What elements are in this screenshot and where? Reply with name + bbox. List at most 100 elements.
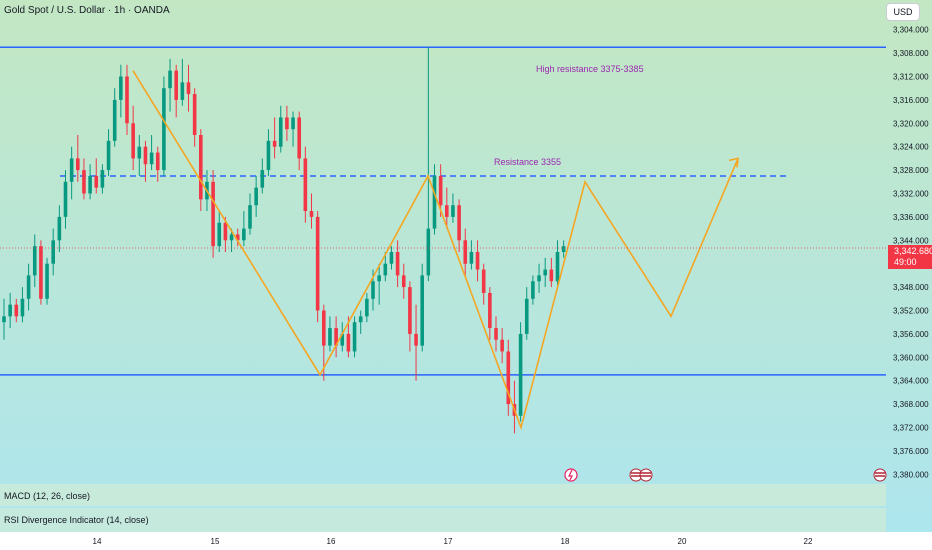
candle-body — [254, 187, 258, 206]
candle-body — [45, 263, 49, 299]
candle-body — [469, 252, 474, 264]
candle-body — [340, 333, 345, 346]
time-tick-label: 22 — [804, 537, 813, 546]
candle-body — [488, 292, 492, 329]
candle-body — [383, 263, 388, 276]
price-tick-label: 3,368.000 — [893, 400, 929, 409]
price-tick-label: 3,356.000 — [893, 330, 929, 339]
candles — [2, 47, 566, 434]
price-axis: 3,380.000 3,376.000 3,372.000 3,368.000 3,36… — [893, 26, 929, 480]
candle-body — [266, 140, 271, 171]
time-tick-label: 18 — [561, 537, 570, 546]
price-tick-label: 3,336.000 — [893, 213, 929, 222]
us-flag-event-icon[interactable] — [873, 468, 887, 482]
candle-body — [506, 351, 511, 405]
candle-body — [69, 158, 74, 182]
candle-body — [297, 117, 301, 159]
candle-body — [494, 328, 498, 340]
candle-body — [137, 146, 142, 159]
candle-body — [500, 339, 504, 352]
candle-body — [451, 205, 455, 217]
price-tick-label: 3,304.000 — [893, 26, 929, 35]
candle-body — [518, 333, 523, 416]
time-tick-label: 20 — [678, 537, 687, 546]
candle-body — [457, 205, 461, 241]
candle-body — [395, 252, 400, 276]
price-tick-label: 3,332.000 — [893, 190, 929, 199]
candle-body — [537, 275, 541, 282]
candle-body — [20, 298, 25, 317]
candle-body — [63, 181, 68, 217]
candle-body — [524, 298, 529, 334]
lightning-event-icon[interactable] — [564, 468, 578, 482]
projection-arrowhead — [728, 157, 739, 168]
candle-body — [186, 82, 191, 95]
arrow-tip — [728, 157, 739, 168]
time-axis: 14 15 16 17 18 20 22 — [93, 537, 813, 546]
projection-zigzag — [132, 70, 739, 431]
candle-body — [88, 175, 92, 194]
candle-body — [106, 140, 111, 171]
candle-body — [543, 269, 547, 276]
us-flag-event-icon[interactable] — [639, 468, 653, 482]
currency-button[interactable]: USD — [886, 3, 920, 21]
current-price-value: 3,342.680 — [894, 246, 932, 256]
chart-title: Gold Spot / U.S. Dollar · 1h · OANDA — [4, 5, 170, 16]
candle-body — [475, 252, 480, 270]
candle-body — [155, 152, 160, 171]
candle-body — [242, 228, 246, 241]
rsi-pane — [0, 508, 886, 532]
candle-body — [14, 304, 19, 317]
candle-body — [162, 88, 166, 171]
price-tick-label: 3,380.000 — [893, 470, 929, 479]
macd-label: MACD (12, 26, close) — [4, 491, 91, 501]
price-tick-label: 3,372.000 — [893, 424, 929, 433]
price-tick-label: 3,348.000 — [893, 283, 929, 292]
annotation-high-resistance: High resistance 3375-3385 — [536, 64, 644, 74]
candle-body — [481, 269, 486, 293]
candle-body — [51, 240, 55, 264]
candle-body — [420, 275, 424, 346]
candle-body — [377, 275, 381, 282]
candle-body — [438, 175, 443, 206]
candle-body — [463, 240, 468, 264]
candle-body — [119, 76, 123, 100]
candle-body — [408, 287, 412, 334]
event-icons — [564, 468, 887, 482]
price-tick-label: 3,360.000 — [893, 353, 929, 362]
candle-body — [389, 252, 394, 264]
candle-body — [223, 222, 228, 241]
candle-body — [168, 70, 172, 89]
candle-body — [401, 275, 406, 288]
candle-body — [143, 146, 148, 165]
candle-body — [432, 175, 437, 229]
candle-body — [334, 328, 338, 346]
candle-body — [328, 328, 332, 346]
time-tick-label: 17 — [444, 537, 453, 546]
candle-body — [445, 205, 449, 217]
candle-body — [229, 234, 234, 241]
candle-body — [303, 158, 308, 212]
annotation-resistance: Resistance 3355 — [494, 157, 561, 167]
candle-body — [285, 117, 289, 130]
flag-stripes-icon — [631, 472, 885, 477]
lightning-glyph-icon — [568, 469, 573, 481]
candle-body — [217, 222, 222, 247]
candle-body — [352, 322, 357, 352]
candle-body — [426, 228, 431, 276]
candle-body — [309, 211, 314, 217]
candle-body — [371, 281, 375, 299]
candle-body — [555, 252, 560, 282]
price-tick-label: 3,316.000 — [893, 96, 929, 105]
candle-body — [278, 117, 283, 147]
candle-body — [180, 82, 185, 100]
candle-body — [272, 140, 277, 147]
price-tick-label: 3,364.000 — [893, 377, 929, 386]
price-tick-label: 3,328.000 — [893, 166, 929, 175]
candle-body — [414, 333, 418, 346]
candle-body — [260, 170, 265, 188]
candle-body — [2, 316, 6, 323]
candle-body — [100, 170, 105, 188]
time-tick-label: 14 — [93, 537, 102, 546]
